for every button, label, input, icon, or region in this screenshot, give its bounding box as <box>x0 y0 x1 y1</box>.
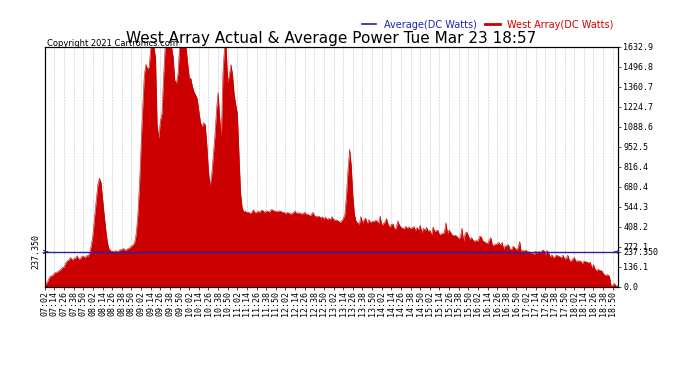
Legend: Average(DC Watts), West Array(DC Watts): Average(DC Watts), West Array(DC Watts) <box>358 16 618 33</box>
Title: West Array Actual & Average Power Tue Mar 23 18:57: West Array Actual & Average Power Tue Ma… <box>126 31 536 46</box>
Text: Copyright 2021 Cartronics.com: Copyright 2021 Cartronics.com <box>47 39 178 48</box>
